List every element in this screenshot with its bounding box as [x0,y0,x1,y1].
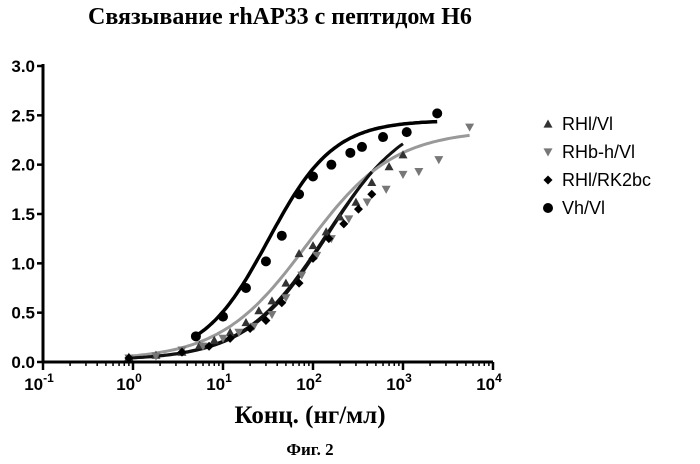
legend-label: Vh/Vl [562,198,605,218]
legend: RHl/Vl RHb-h/Vl RHl/RK2bc Vh/Vl [543,114,651,218]
data-point [218,312,228,322]
data-point [357,142,367,152]
x-tick-label: 104 [476,371,502,394]
figure-caption: Фиг. 2 [130,440,490,460]
data-point [402,127,412,137]
legend-marker [544,148,553,156]
data-point [367,178,376,186]
data-point [267,311,276,319]
data-point [241,318,250,326]
data-point [281,279,290,287]
legend-label: RHl/RK2bc [562,170,651,190]
data-point [414,168,423,176]
data-point [382,186,391,194]
data-point [261,256,271,266]
legend-marker [543,203,553,213]
data-point [308,172,318,182]
legend-label: RHb-h/Vl [562,142,635,162]
legend-label: RHl/Vl [562,114,613,134]
x-tick-label: 103 [386,371,412,394]
data-point [367,190,376,199]
x-tick-label: 102 [296,371,322,394]
axes: 0.0 0.5 1.0 1.5 2.0 2.5 3.0 10-1 100 101 102 103 104 [11,57,502,394]
y-tick-label: 1.0 [11,254,35,273]
y-tick-label: 0.5 [11,304,35,323]
data-point [399,171,408,179]
y-tick-label: 2.5 [11,106,35,125]
data-point [378,132,388,142]
data-point [267,296,276,304]
x-tick-label: 101 [206,371,232,394]
legend-marker [544,176,553,185]
data-point [345,148,355,158]
data-point [191,331,201,341]
data-point [434,156,443,164]
data-point [326,160,336,170]
y-tick-label: 0.0 [11,353,35,372]
y-tick-label: 3.0 [11,57,35,76]
x-tick-label: 10-1 [24,371,54,394]
fit-curve [129,144,403,358]
data-point [277,231,287,241]
data-point [354,205,363,214]
data-point [465,124,474,132]
data-point [241,283,251,293]
data-point [339,219,348,228]
x-axis-label: Конц. (нг/мл) [130,402,490,430]
data-point [432,108,442,118]
fit-curves [129,122,470,359]
data-point [363,199,372,207]
y-tick-label: 2.0 [11,156,35,175]
y-tick-label: 1.5 [11,205,35,224]
x-tick-label: 100 [116,371,142,394]
data-point [294,189,304,199]
legend-marker [544,120,553,128]
